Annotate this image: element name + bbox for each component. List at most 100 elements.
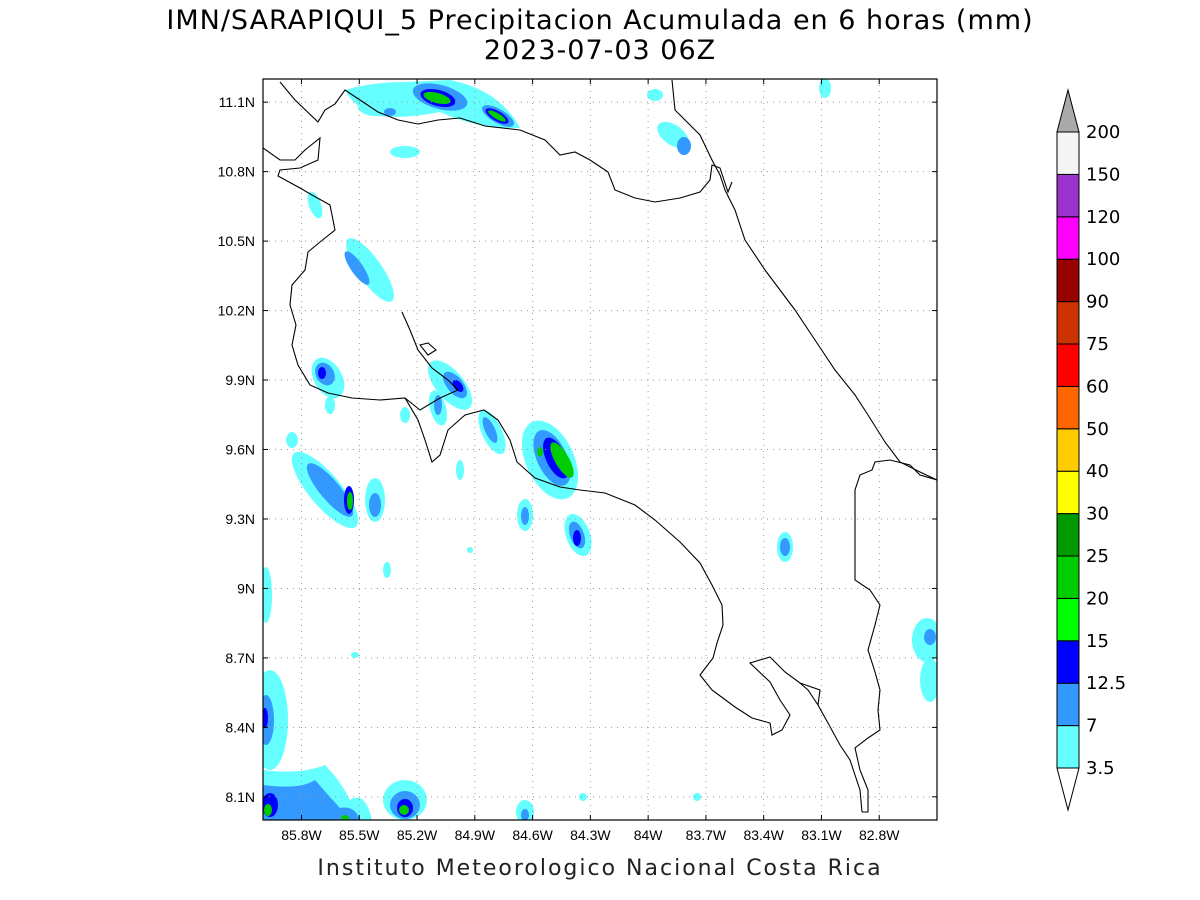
- legend-label: 150: [1086, 164, 1120, 185]
- rain-area: [307, 191, 323, 219]
- x-tick-label: 83.7W: [686, 827, 727, 843]
- rain-area: [264, 804, 272, 816]
- legend-swatch: [1056, 725, 1080, 769]
- legend-arrow-high: [1056, 88, 1080, 133]
- pacific-coastline: [263, 136, 863, 813]
- chart-title: IMN/SARAPIQUI_5 Precipitacion Acumulada …: [166, 5, 1034, 36]
- grid-lines: [263, 79, 937, 820]
- y-tick-label: 10.2N: [218, 303, 255, 319]
- legend-label: 20: [1086, 588, 1109, 609]
- rain-area: [351, 652, 359, 658]
- rain-area: [318, 367, 326, 379]
- nicoya-gulf-coast: [401, 311, 459, 411]
- legend-swatch: [1056, 216, 1080, 260]
- chart-subtitle-date: 2023-07-03 06Z: [483, 35, 717, 66]
- rain-area: [488, 110, 506, 122]
- y-tick-label: 9.3N: [225, 511, 255, 527]
- legend-swatch: [1056, 555, 1080, 599]
- y-tick-label: 9N: [237, 580, 255, 596]
- y-tick-label: 8.7N: [225, 650, 255, 666]
- x-tick-label: 83.4W: [743, 827, 784, 843]
- y-tick-label: 9.6N: [225, 442, 255, 458]
- legend-label: 75: [1086, 334, 1109, 355]
- legend-label: 3.5: [1086, 758, 1115, 779]
- legend-label: 120: [1086, 207, 1120, 228]
- rain-area: [384, 108, 396, 116]
- x-tick-label: 83.1W: [801, 827, 842, 843]
- precipitation-field: [263, 79, 937, 820]
- legend-swatch: [1056, 682, 1080, 727]
- x-tick-label: 85.5W: [339, 827, 380, 843]
- rain-area: [306, 463, 354, 517]
- rain-area: [647, 89, 663, 101]
- footer-credit: Instituto Meteorologico Nacional Costa R…: [317, 856, 883, 881]
- rain-area: [920, 658, 937, 702]
- rain-area: [346, 238, 394, 302]
- legend-label: 60: [1086, 376, 1109, 397]
- rain-area: [263, 567, 272, 623]
- rain-area: [341, 815, 349, 820]
- coastlines: [263, 79, 937, 813]
- legend-swatch: [1056, 343, 1080, 387]
- rain-area: [521, 507, 529, 525]
- legend-swatch: [1056, 597, 1080, 642]
- legend-label: 30: [1086, 504, 1109, 525]
- rain-area: [482, 417, 498, 443]
- legend-swatch: [1056, 131, 1080, 175]
- rain-area: [456, 460, 464, 480]
- rain-area: [521, 809, 529, 820]
- legend-label: 12.5: [1086, 673, 1126, 694]
- x-tick-label: 84.6W: [512, 827, 553, 843]
- y-tick-label: 10.8N: [218, 164, 255, 180]
- rain-area: [344, 251, 370, 285]
- rain-area: [573, 530, 581, 546]
- rain-area: [263, 708, 268, 728]
- rain-area: [423, 91, 451, 105]
- rain-area: [579, 793, 587, 801]
- nicaragua-east-border: [519, 129, 733, 203]
- y-axis: 11.1N 10.8N 10.5N 10.2N 9.9N 9.6N 9.3N 9N 8.7N 8.…: [218, 94, 937, 805]
- rain-area: [383, 562, 391, 578]
- panama-border: [854, 459, 937, 813]
- legend-swatch: [1056, 428, 1080, 472]
- y-tick-label: 8.4N: [225, 719, 255, 735]
- x-axis: 85.8W 85.5W 85.2W 84.9W 84.6W 84.3W 84W 83.7W 83…: [281, 79, 900, 843]
- y-tick-label: 8.1N: [225, 789, 255, 805]
- rain-area: [399, 805, 409, 815]
- legend-label: 7: [1086, 716, 1097, 737]
- rain-area: [819, 79, 831, 98]
- x-tick-label: 85.8W: [281, 827, 322, 843]
- rain-area: [693, 793, 701, 801]
- rain-area: [286, 432, 298, 448]
- rain-area: [263, 695, 274, 745]
- rain-area: [263, 670, 288, 770]
- colorbar-legend: 3.5 7 12.5 15 20 25 30 40 50 60 75 90 100 120 150 200: [1056, 88, 1126, 812]
- legend-label: 50: [1086, 419, 1109, 440]
- legend-swatch: [1056, 470, 1080, 515]
- rain-area: [390, 146, 420, 158]
- x-tick-label: 84.9W: [455, 827, 496, 843]
- nicaragua-border: [279, 81, 521, 131]
- rain-area: [452, 380, 464, 392]
- rain-area: [400, 407, 410, 423]
- y-tick-label: 10.5N: [218, 233, 255, 249]
- legend-swatch: [1056, 385, 1080, 430]
- legend-label: 40: [1086, 461, 1109, 482]
- rain-area: [780, 538, 790, 556]
- caribbean-coastline: [671, 79, 937, 481]
- y-tick-label: 11.1N: [219, 94, 255, 110]
- legend-swatch: [1056, 258, 1080, 303]
- legend-arrow-low: [1056, 767, 1080, 812]
- x-tick-label: 84W: [634, 827, 664, 843]
- y-tick-label: 9.9N: [225, 372, 255, 388]
- legend-swatch: [1056, 301, 1080, 345]
- rain-area: [347, 492, 353, 510]
- rain-area: [263, 780, 360, 820]
- rain-area: [550, 442, 574, 478]
- legend-label: 25: [1086, 546, 1109, 567]
- rain-area: [325, 396, 335, 414]
- legend-label: 100: [1086, 249, 1120, 270]
- legend-label: 15: [1086, 631, 1109, 652]
- rain-area: [369, 493, 381, 517]
